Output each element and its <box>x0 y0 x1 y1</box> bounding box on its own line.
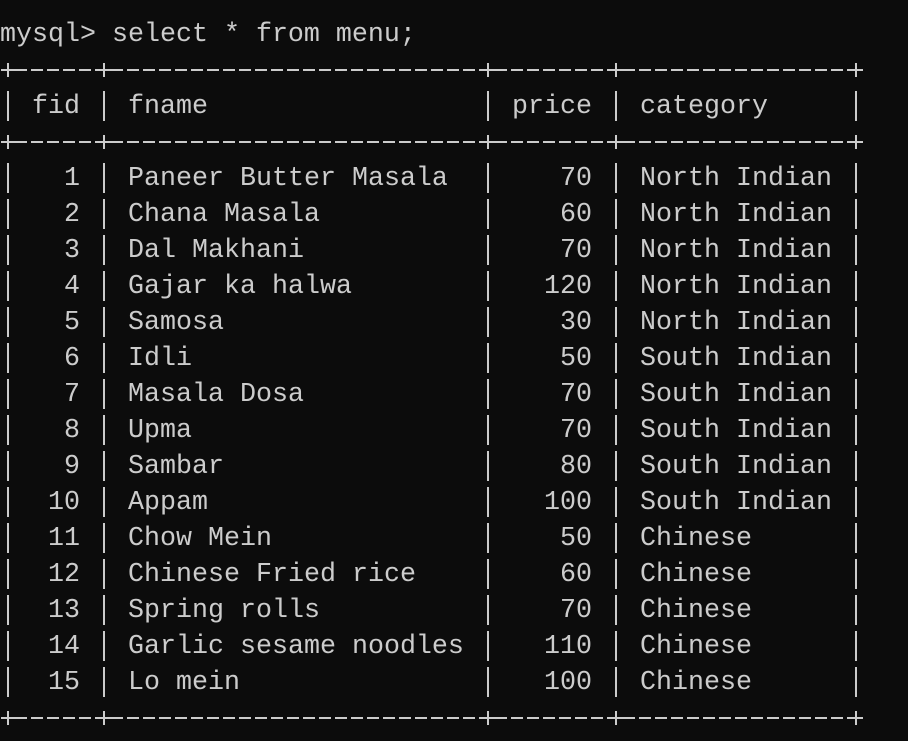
table-cell: North Indian <box>640 200 832 230</box>
table-cell: 70 <box>560 416 592 446</box>
command-prompt: mysql> select * from menu; <box>0 20 416 50</box>
table-cell: South Indian <box>640 452 832 482</box>
table-cell: Upma <box>128 416 192 446</box>
table-cell: Masala Dosa <box>128 380 304 410</box>
table-cell: 5 <box>64 308 80 338</box>
column-header: fid <box>32 92 80 122</box>
border-corner <box>1 63 15 77</box>
table-cell: South Indian <box>640 488 832 518</box>
table-cell: South Indian <box>640 344 832 374</box>
table-cell: 70 <box>560 380 592 410</box>
table-cell: North Indian <box>640 164 832 194</box>
table-cell: Chinese <box>640 524 752 554</box>
border-corner <box>481 711 495 725</box>
table-cell: 15 <box>48 668 80 698</box>
table-cell: 100 <box>544 488 592 518</box>
table-cell: 80 <box>560 452 592 482</box>
table-cell: 7 <box>64 380 80 410</box>
border-corner <box>849 135 863 149</box>
table-cell: 70 <box>560 164 592 194</box>
border-corner <box>97 135 111 149</box>
table-cell: Chinese <box>640 632 752 662</box>
table-cell: Dal Makhani <box>128 236 304 266</box>
table-cell: 30 <box>560 308 592 338</box>
table-cell: Chinese Fried rice <box>128 560 416 590</box>
table-cell: Gajar ka halwa <box>128 272 352 302</box>
table-cell: Chana Masala <box>128 200 320 230</box>
border-corner <box>481 135 495 149</box>
table-cell: 10 <box>48 488 80 518</box>
border-corner <box>97 711 111 725</box>
border-corner <box>609 711 623 725</box>
table-cell: 50 <box>560 344 592 374</box>
table-cell: Samosa <box>128 308 224 338</box>
table-cell: Chinese <box>640 668 752 698</box>
border-corner <box>1 711 15 725</box>
table-cell: Idli <box>128 344 192 374</box>
table-cell: South Indian <box>640 416 832 446</box>
table-cell: 1 <box>64 164 80 194</box>
table-cell: 12 <box>48 560 80 590</box>
table-cell: Chinese <box>640 596 752 626</box>
table-cell: 11 <box>48 524 80 554</box>
table-cell: 100 <box>544 668 592 698</box>
border-corner <box>609 135 623 149</box>
table-cell: North Indian <box>640 236 832 266</box>
table-cell: Garlic sesame noodles <box>128 632 464 662</box>
column-header: fname <box>128 92 208 122</box>
border-corner <box>481 63 495 77</box>
table-cell: South Indian <box>640 380 832 410</box>
table-cell: Chinese <box>640 560 752 590</box>
table-cell: 120 <box>544 272 592 302</box>
table-cell: Spring rolls <box>128 596 320 626</box>
table-cell: 4 <box>64 272 80 302</box>
table-cell: Lo mein <box>128 668 240 698</box>
table-cell: Sambar <box>128 452 224 482</box>
table-cell: North Indian <box>640 308 832 338</box>
table-cell: Appam <box>128 488 208 518</box>
border-corner <box>609 63 623 77</box>
table-cell: 110 <box>544 632 592 662</box>
table-cell: 60 <box>560 200 592 230</box>
table-cell: 2 <box>64 200 80 230</box>
table-cell: 14 <box>48 632 80 662</box>
table-cell: 13 <box>48 596 80 626</box>
table-cell: 3 <box>64 236 80 266</box>
table-cell: 9 <box>64 452 80 482</box>
table-cell: 50 <box>560 524 592 554</box>
table-cell: Paneer Butter Masala <box>128 164 448 194</box>
border-corner <box>849 711 863 725</box>
table-cell: North Indian <box>640 272 832 302</box>
border-corner <box>1 135 15 149</box>
column-header: category <box>640 92 768 122</box>
table-cell: 70 <box>560 596 592 626</box>
table-cell: Chow Mein <box>128 524 272 554</box>
border-corner <box>97 63 111 77</box>
column-header: price <box>512 92 592 122</box>
border-corner <box>849 63 863 77</box>
table-cell: 6 <box>64 344 80 374</box>
table-cell: 8 <box>64 416 80 446</box>
table-cell: 70 <box>560 236 592 266</box>
table-cell: 60 <box>560 560 592 590</box>
